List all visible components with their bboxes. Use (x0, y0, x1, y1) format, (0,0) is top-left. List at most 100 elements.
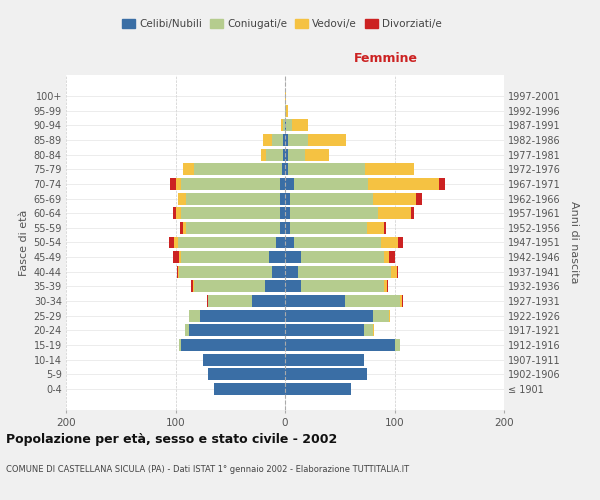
Bar (188, 324, 285, 336)
Bar (272, 266, 285, 278)
Bar (288, 134, 308, 146)
Bar (400, 295, 402, 307)
Bar (176, 266, 178, 278)
Bar (285, 207, 290, 219)
Bar (367, 222, 383, 234)
Bar (272, 134, 283, 146)
Bar (187, 222, 280, 234)
Bar (178, 192, 187, 204)
Bar (285, 120, 286, 132)
Bar (261, 148, 266, 160)
Bar (285, 324, 364, 336)
Bar (301, 251, 383, 263)
Text: COMUNE DI CASTELLANA SICULA (PA) - Dati ISTAT 1° gennaio 2002 - Elaborazione TUT: COMUNE DI CASTELLANA SICULA (PA) - Dati … (6, 466, 409, 474)
Bar (185, 324, 188, 336)
Bar (181, 251, 269, 263)
Bar (180, 222, 183, 234)
Bar (178, 236, 276, 248)
Bar (383, 222, 386, 234)
Bar (263, 134, 272, 146)
Bar (170, 178, 176, 190)
Bar (194, 280, 265, 292)
Bar (285, 310, 373, 322)
Bar (188, 310, 200, 322)
Bar (285, 354, 364, 366)
Bar (280, 207, 285, 219)
Bar (285, 266, 298, 278)
Bar (398, 236, 403, 248)
Bar (368, 178, 439, 190)
Bar (181, 178, 280, 190)
Bar (378, 207, 411, 219)
Bar (383, 251, 389, 263)
Bar (169, 236, 175, 248)
Bar (175, 178, 181, 190)
Bar (285, 251, 301, 263)
Bar (292, 120, 308, 132)
Bar (187, 192, 280, 204)
Bar (183, 164, 194, 175)
Bar (269, 251, 285, 263)
Bar (286, 120, 292, 132)
Bar (200, 310, 285, 322)
Bar (179, 251, 181, 263)
Bar (285, 222, 290, 234)
Bar (280, 222, 285, 234)
Bar (282, 164, 285, 175)
Bar (308, 134, 346, 146)
Bar (389, 251, 395, 263)
Bar (290, 222, 367, 234)
Bar (281, 120, 283, 132)
Bar (285, 339, 395, 351)
Legend: Celibi/Nubili, Coniugati/e, Vedovi/e, Divorziati/e: Celibi/Nubili, Coniugati/e, Vedovi/e, Di… (118, 15, 446, 34)
Text: Popolazione per età, sesso e stato civile - 2002: Popolazione per età, sesso e stato civil… (6, 432, 337, 446)
Bar (276, 236, 285, 248)
Bar (294, 178, 368, 190)
Y-axis label: Anni di nascita: Anni di nascita (569, 201, 580, 284)
Bar (285, 280, 301, 292)
Bar (285, 134, 288, 146)
Bar (280, 192, 285, 204)
Bar (285, 105, 286, 117)
Bar (285, 148, 288, 160)
Bar (179, 339, 181, 351)
Bar (183, 222, 187, 234)
Bar (373, 324, 374, 336)
Bar (290, 207, 378, 219)
Bar (285, 368, 367, 380)
Bar (286, 105, 288, 117)
Bar (383, 280, 387, 292)
Bar (207, 295, 208, 307)
Bar (175, 236, 178, 248)
Bar (373, 192, 416, 204)
Bar (173, 207, 176, 219)
Bar (194, 164, 282, 175)
Bar (382, 236, 398, 248)
Bar (397, 266, 398, 278)
Bar (298, 266, 391, 278)
Bar (439, 178, 445, 190)
Bar (214, 383, 285, 395)
Bar (373, 310, 389, 322)
Bar (411, 207, 414, 219)
Bar (285, 192, 290, 204)
Bar (389, 310, 390, 322)
Bar (391, 266, 397, 278)
Bar (285, 236, 294, 248)
Bar (179, 266, 272, 278)
Bar (203, 354, 285, 366)
Bar (283, 148, 285, 160)
Bar (288, 148, 305, 160)
Text: Femmine: Femmine (354, 52, 418, 65)
Bar (285, 295, 345, 307)
Bar (387, 280, 388, 292)
Bar (252, 295, 285, 307)
Bar (208, 368, 285, 380)
Bar (283, 120, 285, 132)
Bar (285, 178, 294, 190)
Bar (305, 148, 329, 160)
Bar (365, 164, 414, 175)
Bar (402, 295, 403, 307)
Bar (175, 207, 181, 219)
Bar (266, 148, 283, 160)
